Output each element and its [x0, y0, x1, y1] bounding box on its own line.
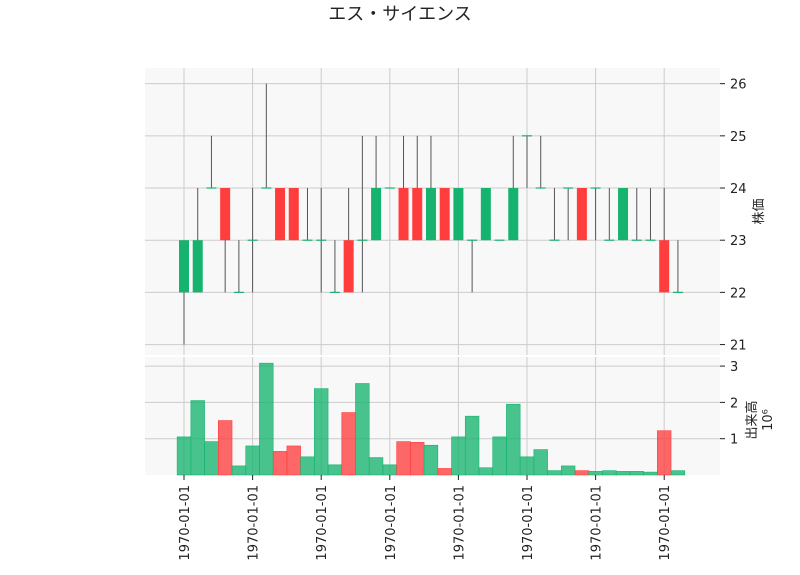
volume-bar	[272, 451, 288, 476]
volume-tick-label: 3	[730, 360, 738, 375]
volume-bar	[478, 467, 494, 476]
candle-body	[659, 240, 670, 293]
candle-body	[371, 188, 382, 241]
volume-bar	[519, 456, 535, 476]
volume-multiplier-label: 10⁶	[761, 409, 776, 431]
volume-bar	[245, 445, 260, 476]
volume-tick-label: 1	[730, 433, 738, 448]
volume-bar	[259, 362, 274, 476]
volume-bar	[643, 471, 658, 476]
volume-bar	[533, 449, 548, 476]
candle-body	[192, 240, 203, 293]
volume-bar	[410, 442, 425, 476]
x-axis-ticks: 1970-01-01 1970-01-01 1970-01-01 1970-01-01…	[178, 475, 673, 561]
volume-bars	[176, 362, 686, 476]
volume-bar	[547, 470, 562, 476]
x-tick-label: 1970-01-01	[590, 485, 605, 561]
volume-bar	[464, 415, 480, 476]
volume-axis-ticks: 1 2 3	[720, 360, 738, 448]
volume-bar	[286, 445, 301, 476]
volume-bar	[451, 436, 466, 476]
x-tick-label: 1970-01-01	[178, 485, 193, 561]
volume-bar	[602, 470, 617, 476]
volume-bar	[314, 388, 329, 476]
volume-bar	[355, 383, 370, 476]
volume-bar	[204, 441, 219, 476]
price-tick-label: 23	[730, 234, 747, 249]
candle-body	[343, 240, 354, 293]
volume-panel: 1 2 3 出来高 10⁶	[145, 357, 776, 476]
volume-bar	[300, 456, 315, 476]
candle-body	[288, 188, 299, 241]
price-tick-label: 25	[730, 130, 747, 145]
volume-bar	[506, 403, 521, 476]
volume-axis-label: 出来高	[744, 400, 760, 439]
volume-bar	[368, 457, 384, 476]
candle-body	[576, 188, 587, 241]
candle-body	[398, 188, 409, 241]
candle-body	[508, 188, 519, 241]
volume-bar	[190, 400, 205, 476]
price-tick-label: 26	[730, 78, 747, 93]
volume-bar	[176, 436, 192, 476]
volume-bar	[492, 436, 507, 476]
volume-tick-label: 2	[730, 396, 738, 411]
x-tick-label: 1970-01-01	[315, 485, 330, 561]
volume-bar	[382, 464, 397, 476]
x-tick-label: 1970-01-01	[384, 485, 399, 561]
price-candles	[179, 83, 683, 345]
volume-bar	[231, 465, 247, 476]
price-panel: 21 22 23 24 25 26 株価	[145, 68, 767, 355]
x-tick-label: 1970-01-01	[452, 485, 467, 561]
candle-body	[425, 188, 436, 241]
volume-bar	[629, 471, 644, 476]
chart-title: エス・サイエンス	[328, 4, 472, 25]
volume-gridlines	[145, 357, 720, 475]
candle-body	[480, 188, 491, 241]
volume-bar	[574, 470, 590, 476]
price-axis-label: 株価	[752, 198, 767, 224]
candle-body	[179, 240, 189, 293]
volume-bar	[218, 420, 233, 476]
volume-bar	[341, 412, 356, 476]
candle-body	[618, 188, 629, 241]
candle-body	[439, 188, 450, 241]
volume-bar	[560, 465, 576, 476]
volume-bar	[670, 470, 686, 476]
candle-body	[412, 188, 423, 241]
candle-body	[220, 188, 231, 241]
price-tick-label: 21	[730, 339, 747, 354]
volume-bar	[423, 444, 439, 476]
price-tick-label: 24	[730, 182, 747, 197]
volume-bar	[615, 471, 631, 476]
price-tick-label: 22	[730, 286, 747, 301]
candle-body	[275, 188, 286, 241]
x-tick-label: 1970-01-01	[658, 485, 673, 561]
volume-bar	[327, 464, 343, 476]
price-axis-ticks: 21 22 23 24 25 26	[720, 78, 747, 354]
volume-bar	[657, 430, 672, 476]
x-tick-label: 1970-01-01	[247, 485, 262, 561]
volume-bar	[396, 441, 411, 476]
volume-bar	[437, 468, 452, 476]
candle-body	[453, 188, 464, 241]
x-tick-label: 1970-01-01	[521, 485, 536, 561]
volume-bar	[588, 471, 603, 476]
